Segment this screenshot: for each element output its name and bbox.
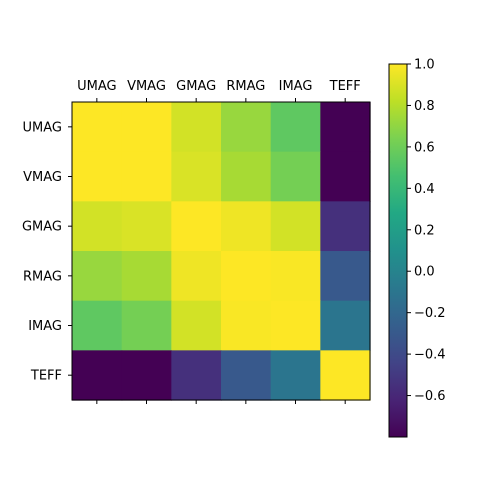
heatmap-cell (171, 300, 222, 351)
heatmap-cell (270, 201, 321, 252)
colorbar-tick-label: 0.4 (414, 182, 435, 197)
x-tick-label: VMAG (127, 79, 166, 94)
colorbar-tick-label: 0.0 (414, 265, 435, 280)
heatmap-cell (221, 251, 272, 302)
heatmap-cell (221, 201, 272, 252)
x-tick-label: UMAG (77, 79, 116, 94)
x-tick-label: GMAG (176, 79, 216, 94)
y-tick-label: TEFF (30, 369, 62, 384)
heatmap-cell (221, 300, 272, 351)
y-tick-labels: UMAG VMAG GMAG RMAG IMAG TEFF (22, 120, 62, 383)
colorbar-tick-label: −0.2 (414, 306, 446, 321)
heatmap-cell (121, 300, 172, 351)
x-tick-label: IMAG (279, 79, 313, 94)
heatmap-cell (221, 151, 272, 202)
heatmap-cell (121, 201, 172, 252)
heatmap-cells (72, 102, 371, 401)
y-tick-label: RMAG (23, 269, 62, 284)
axis-ticks (68, 98, 346, 405)
x-tick-label: RMAG (226, 79, 265, 94)
heatmap-cell (320, 151, 371, 202)
heatmap-cell (320, 201, 371, 252)
heatmap-cell (221, 350, 272, 401)
heatmap-cell (121, 151, 172, 202)
heatmap-cell (121, 251, 172, 302)
heatmap-cell (121, 350, 172, 401)
y-tick-label: VMAG (23, 170, 62, 185)
heatmap-cell (171, 251, 222, 302)
heatmap-cell (270, 300, 321, 351)
heatmap-cell (72, 300, 123, 351)
heatmap-cell (320, 102, 371, 153)
axes-frame (71, 101, 371, 401)
colorbar-tick-label: −0.6 (414, 389, 446, 404)
heatmap-cell (270, 151, 321, 202)
heatmap-cell (121, 102, 172, 153)
y-tick-label: IMAG (28, 319, 62, 334)
heatmap-cell (72, 151, 123, 202)
colorbar-tick-label: 0.8 (414, 99, 435, 114)
heatmap-cell (171, 350, 222, 401)
heatmap-cell (72, 251, 123, 302)
heatmap-cell (72, 102, 123, 153)
heatmap-cell (270, 102, 321, 153)
heatmap-cell (320, 350, 371, 401)
heatmap-cell (320, 300, 371, 351)
colorbar-tick-label: 0.2 (414, 223, 435, 238)
colorbar (388, 63, 408, 438)
x-tick-labels: UMAG VMAG GMAG RMAG IMAG TEFF (77, 79, 361, 94)
heatmap-cell (270, 350, 321, 401)
heatmap-cell (72, 350, 123, 401)
heatmap-cell (171, 151, 222, 202)
y-tick-label: GMAG (22, 220, 62, 235)
heatmap-cell (171, 102, 222, 153)
heatmap-cell (171, 201, 222, 252)
heatmap-cell (72, 201, 123, 252)
heatmap-cell (270, 251, 321, 302)
colorbar-tick-label: −0.4 (414, 348, 446, 363)
colorbar-tick-label: 0.6 (414, 140, 435, 155)
x-tick-label: TEFF (329, 79, 361, 94)
heatmap-cell (320, 251, 371, 302)
heatmap-cell (221, 102, 272, 153)
y-tick-label: UMAG (23, 120, 62, 135)
colorbar-tick-label: 1.0 (414, 58, 435, 73)
colorbar-ticks: 1.0 0.8 0.6 0.4 0.2 0.0 −0.2 −0.4 −0.6 (407, 58, 446, 404)
